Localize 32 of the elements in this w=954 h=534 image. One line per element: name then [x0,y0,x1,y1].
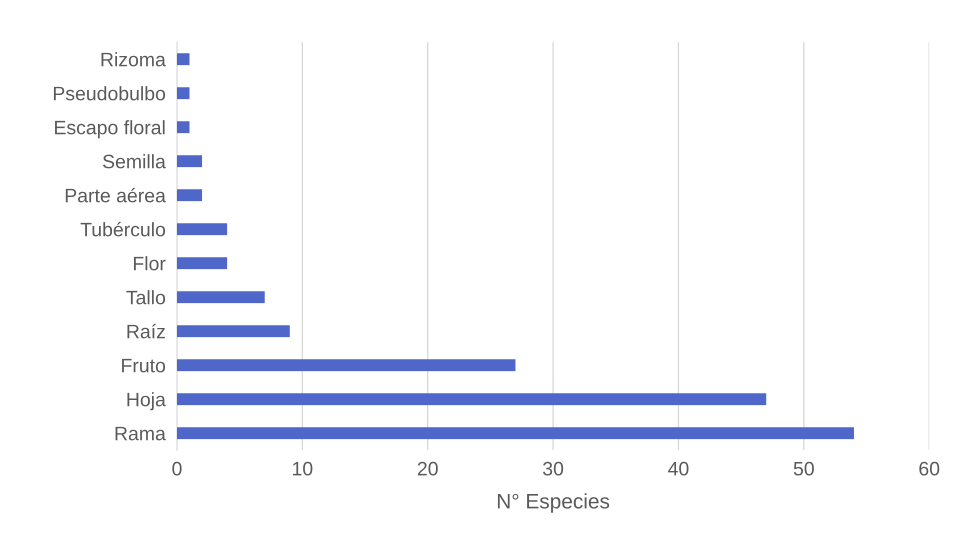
bar [176,189,202,202]
y-tick-label: Flor [134,256,166,270]
y-tick-label: Rama [116,426,166,440]
x-tick-label: 0 [172,462,182,476]
x-tick-label: 20 [418,462,438,476]
y-tick-label: Parte aérea [66,188,166,202]
bar [176,257,228,270]
y-tick-label: Hoja [127,392,166,410]
y-tick-label: Fruto [122,358,166,372]
x-tick-label: 40 [668,462,689,476]
bar [176,53,190,66]
bar [176,393,766,406]
x-tick-label: 60 [919,462,940,476]
y-tick-label: Tubérculo [80,222,166,236]
x-tick-label: 10 [293,462,312,476]
bar [176,325,290,338]
bar [176,155,202,168]
x-tick-label: 30 [543,462,564,476]
x-tick-label: 50 [794,462,814,476]
bar [176,427,854,440]
y-tick-label: Raíz [127,324,165,338]
y-tick-label: Pseudobulbo [54,86,166,100]
y-tick-label: Semilla [102,154,166,168]
y-tick-label: Tallo [126,290,166,304]
y-tick-label: Rizoma [102,52,166,66]
bar [176,121,190,134]
bar [176,87,190,100]
bar [176,291,265,304]
x-axis-title: N° Especies [498,493,610,513]
bar [176,359,516,372]
y-tick-label: Escapo floral [55,120,165,138]
bar [176,223,228,236]
